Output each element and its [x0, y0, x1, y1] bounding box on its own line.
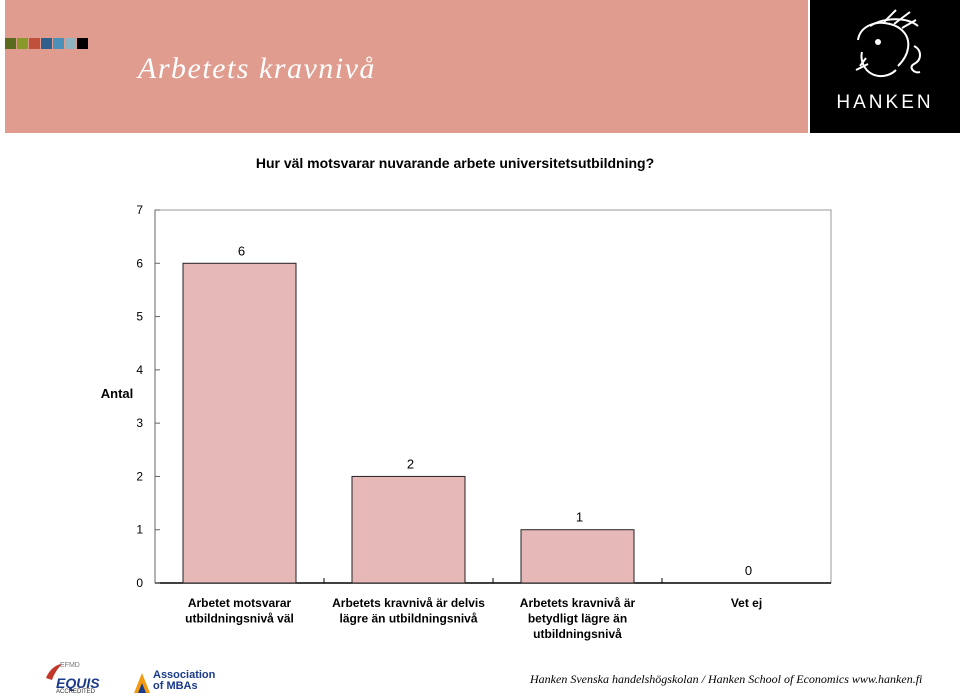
y-axis-label: Antal [101, 386, 134, 401]
slide-title: Arbetets kravnivå [138, 52, 376, 85]
footer-text: Hanken Svenska handelshögskolan / Hanken… [530, 672, 923, 686]
amba-line2: of MBAs [153, 680, 198, 692]
category-label: lägre än utbildningsnivå [339, 612, 477, 626]
category-label: Vet ej [731, 596, 762, 610]
bar [520, 529, 635, 584]
category-label: Arbetet motsvarar [188, 596, 292, 610]
category-label: Arbetets kravnivå är delvis [332, 596, 485, 610]
equis-label: EQUIS [56, 675, 100, 691]
equis-logo: EFMD EQUIS ACCREDITED [42, 658, 102, 696]
category-label: utbildningsnivå väl [185, 612, 294, 626]
bar [351, 475, 466, 584]
y-tick-label: 7 [136, 203, 143, 217]
y-tick-label: 4 [136, 363, 143, 377]
data-label: 2 [407, 456, 414, 471]
y-tick-label: 2 [136, 469, 143, 483]
accent-square [29, 38, 40, 49]
accent-square [65, 38, 76, 49]
category-label: utbildningsnivå [533, 627, 622, 641]
category-label: Arbetets kravnivå är [520, 596, 636, 610]
amba-logo: Association of MBAs [133, 670, 215, 696]
equis-top-label: EFMD [60, 662, 80, 669]
bar [182, 262, 297, 584]
accent-squares [5, 38, 89, 49]
y-tick-label: 5 [136, 310, 143, 324]
accent-square [41, 38, 52, 49]
y-tick-label: 0 [136, 576, 143, 590]
data-label: 0 [745, 563, 752, 578]
accent-square [5, 38, 16, 49]
accent-square [17, 38, 28, 49]
accent-square [53, 38, 64, 49]
logo-wordmark: HANKEN [836, 92, 934, 113]
equis-sub-label: ACCREDITED [56, 689, 96, 695]
header-band [5, 0, 808, 133]
hermes-head-icon [855, 9, 921, 78]
amba-line1: Association [153, 669, 216, 681]
y-tick-label: 6 [136, 256, 143, 270]
data-label: 1 [576, 510, 583, 525]
y-tick-label: 1 [136, 523, 143, 537]
amba-label: Association of MBAs [153, 670, 215, 692]
accent-square [77, 38, 88, 49]
data-label: 6 [238, 243, 245, 258]
hanken-logo: HANKEN [810, 0, 960, 133]
category-label: betydligt lägre än [528, 612, 627, 626]
y-tick-label: 3 [136, 416, 143, 430]
chart-title: Hur väl motsvarar nuvarande arbete unive… [255, 155, 655, 171]
